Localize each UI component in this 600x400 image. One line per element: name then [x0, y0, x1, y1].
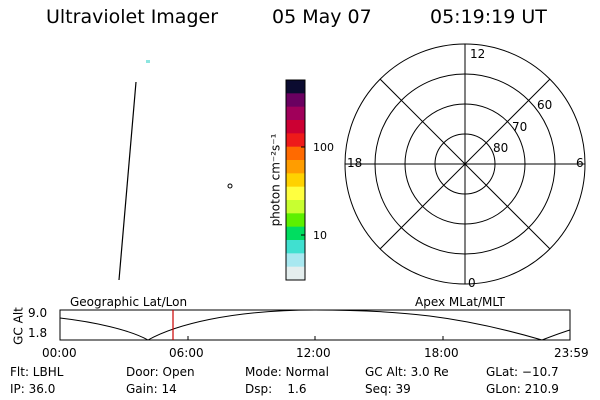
mlt-label-6: 6	[576, 156, 584, 170]
lat-label-60: 60	[537, 98, 553, 112]
colorbar-segment	[286, 146, 305, 161]
orbit-x-label-3: 18:00	[424, 346, 459, 360]
polar-diagonal-2	[379, 78, 551, 250]
colorbar-frame	[285, 79, 306, 281]
observation-date: 05 May 07	[272, 6, 372, 28]
orbit-x-label-0: 00:00	[42, 346, 77, 360]
lat-label-70: 70	[512, 120, 528, 134]
colorbar-segment	[286, 213, 305, 228]
colorbar-segment	[286, 266, 305, 281]
orbit-altitude-curve	[59, 309, 571, 341]
info-seq: Seq: 39	[365, 382, 411, 396]
colorbar-tick-label-100: 100	[313, 141, 334, 154]
info-door: Door: Open	[126, 365, 195, 379]
info-dsp: Dsp: 1.6	[245, 382, 307, 396]
info-ip: IP: 36.0	[10, 382, 56, 396]
colorbar-segment	[286, 173, 305, 188]
orbit-y-max: 9.0	[28, 306, 48, 320]
orbit-x-label-1: 06:00	[169, 346, 204, 360]
orbit-y-axis-title: GC Alt	[11, 307, 26, 345]
colorbar-segment	[286, 133, 305, 148]
info-gain: Gain: 14	[126, 382, 177, 396]
orbit-right-label: Apex MLat/MLT	[415, 295, 505, 309]
orbit-x-label-2: 12:00	[296, 346, 331, 360]
mlt-label-0: 0	[468, 276, 476, 290]
colorbar-segment	[286, 240, 305, 254]
colorbar	[286, 80, 305, 281]
colorbar-segment	[286, 160, 305, 174]
colorbar-segment	[286, 93, 305, 108]
orbit-x-label-4: 23:59	[554, 346, 589, 360]
mlt-label-18: 18	[347, 156, 363, 170]
orbit-plot-frame	[59, 309, 571, 341]
info-glat: GLat: −10.7	[486, 365, 559, 379]
colorbar-segment	[286, 253, 305, 268]
image-speck-cyan	[146, 60, 150, 63]
observation-time: 05:19:19 UT	[430, 6, 547, 28]
orbit-y-min: 1.8	[28, 326, 48, 340]
mlt-label-12: 12	[470, 47, 486, 61]
image-speck-dark	[227, 183, 233, 189]
colorbar-unit-label: photon cm⁻²s⁻¹	[268, 133, 283, 227]
colorbar-segment	[286, 186, 305, 201]
info-mode: Mode: Normal	[245, 365, 329, 379]
image-trace-line	[118, 81, 137, 281]
colorbar-segment	[286, 106, 305, 121]
orbit-x-ticks	[59, 336, 571, 340]
polar-grid	[344, 43, 586, 285]
info-gc-alt: GC Alt: 3.0 Re	[365, 365, 449, 379]
info-glon: GLon: 210.9	[486, 382, 559, 396]
colorbar-segment	[286, 120, 305, 134]
lat-label-80: 80	[493, 141, 509, 155]
orbit-left-label: Geographic Lat/Lon	[70, 295, 188, 309]
instrument-title: Ultraviolet Imager	[46, 6, 219, 28]
colorbar-segment	[286, 226, 305, 241]
colorbar-tick-label-10: 10	[313, 229, 327, 242]
info-flt: Flt: LBHL	[10, 365, 64, 379]
colorbar-segment	[286, 80, 305, 94]
colorbar-segment	[286, 200, 305, 214]
